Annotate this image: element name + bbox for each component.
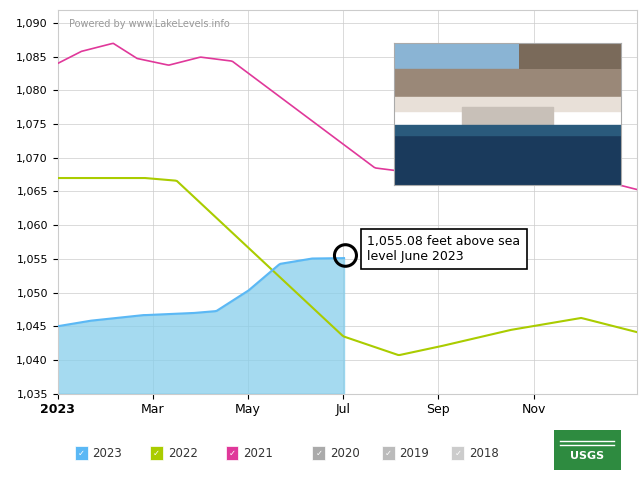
- Text: 2022: 2022: [168, 446, 198, 460]
- FancyBboxPatch shape: [312, 446, 325, 460]
- FancyBboxPatch shape: [451, 446, 464, 460]
- Text: ✓: ✓: [316, 449, 323, 457]
- FancyBboxPatch shape: [75, 446, 88, 460]
- Text: 2023: 2023: [92, 446, 122, 460]
- Text: ✓: ✓: [454, 449, 461, 457]
- Text: 1,055.08 feet above sea
level June 2023: 1,055.08 feet above sea level June 2023: [367, 235, 520, 263]
- Text: ✓: ✓: [153, 449, 160, 457]
- Text: USGS: USGS: [570, 451, 604, 461]
- FancyBboxPatch shape: [382, 446, 395, 460]
- Text: ✓: ✓: [78, 449, 85, 457]
- Polygon shape: [518, 43, 621, 69]
- Text: 2020: 2020: [330, 446, 360, 460]
- Text: 2021: 2021: [243, 446, 273, 460]
- Text: 2019: 2019: [399, 446, 429, 460]
- FancyBboxPatch shape: [225, 446, 238, 460]
- Text: ✓: ✓: [228, 449, 236, 457]
- Text: 2018: 2018: [469, 446, 499, 460]
- Text: Powered by www.LakeLevels.info: Powered by www.LakeLevels.info: [69, 19, 230, 29]
- FancyBboxPatch shape: [150, 446, 163, 460]
- Text: ✓: ✓: [385, 449, 392, 457]
